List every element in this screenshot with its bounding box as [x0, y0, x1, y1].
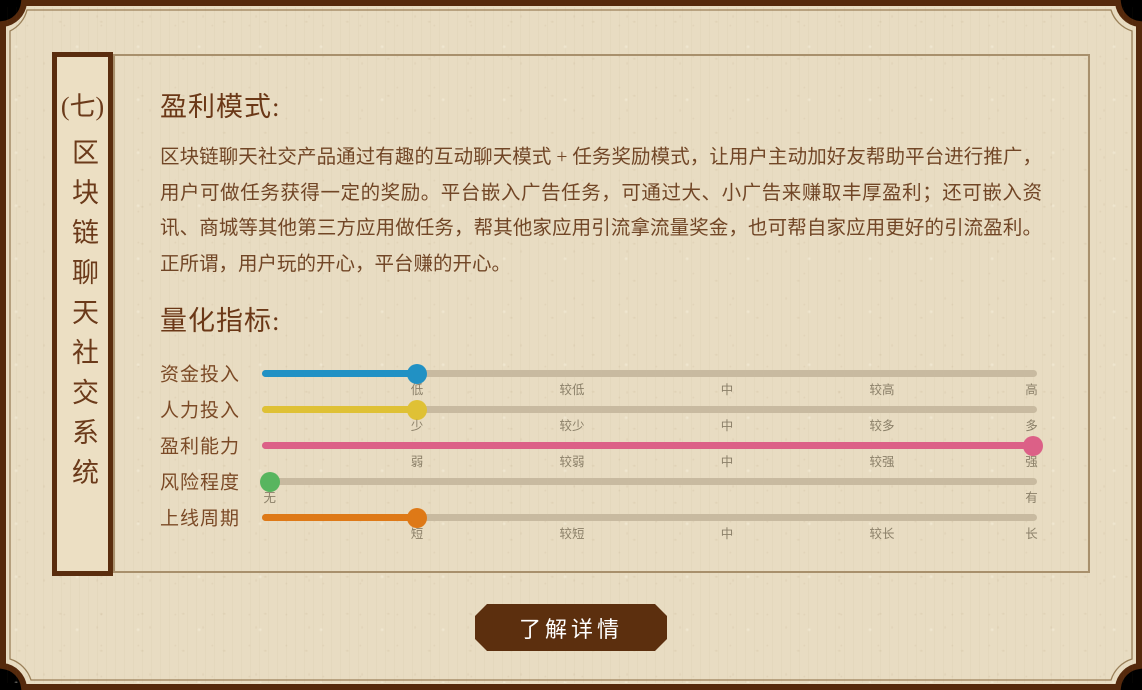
metric-slider-row: 资金投入 低 较低 中 较高 高: [115, 355, 1088, 397]
tick-label: 较弱: [559, 455, 585, 469]
tick-label: 弱: [410, 455, 424, 469]
slider-handle[interactable]: [407, 399, 427, 420]
tick-label: 高: [1025, 383, 1038, 397]
chapter-title: 区块链聊天社交系统: [68, 137, 98, 498]
detail-button[interactable]: 了解详情: [475, 604, 667, 651]
metric-label: 风险程度: [160, 472, 241, 494]
slider-track: 弱 较弱 中 较强 强: [262, 435, 1044, 469]
slider-track: 无有: [259, 471, 1038, 505]
profit-model-paragraph: 区块链聊天社交产品通过有趣的互动聊天模式 + 任务奖励模式，让用户主动加好友帮助…: [160, 147, 1042, 275]
slider-fill: [262, 406, 417, 413]
metric-label: 人力投入: [160, 400, 241, 422]
slider-track: 低 较低 中 较高 高: [262, 363, 1038, 397]
tick-label: 中: [720, 383, 734, 397]
slider-fill: [262, 442, 1034, 449]
tick-label: 较低: [559, 383, 585, 397]
tick-label: 中: [720, 419, 734, 433]
metric-slider-row: 盈利能力 弱 较弱 中 较强 强: [115, 427, 1088, 469]
slider-handle[interactable]: [259, 471, 280, 492]
slider-fill: [262, 370, 417, 377]
tick-label: 较长: [869, 527, 895, 541]
chapter-sidebar: (七) 区块链聊天社交系统: [52, 52, 113, 576]
main-panel: 盈利模式: 区块链聊天社交产品通过有趣的互动聊天模式 + 任务奖励模式，让用户主…: [113, 54, 1090, 573]
metrics-heading: 量化指标:: [160, 306, 281, 336]
tick-label: 较高: [869, 383, 895, 397]
tick-label: 低: [410, 383, 424, 397]
slider-track: 短 较短 中 较长 长: [262, 507, 1038, 541]
tick-label: 无: [263, 491, 277, 505]
chapter-number: (七): [60, 92, 105, 121]
tick-label: 中: [720, 527, 734, 541]
metric-sliders: 资金投入 低较低中较高高 人力投入 少较少中较多多 盈利能力 弱较弱中较强强 风…: [115, 352, 1088, 557]
tick-label: 多: [1025, 419, 1038, 433]
slider-fill: [262, 514, 417, 521]
tick-label: 长: [1025, 527, 1038, 541]
tick-label: 少: [410, 419, 424, 433]
slider-handle[interactable]: [407, 507, 427, 528]
profit-model-heading: 盈利模式:: [160, 92, 281, 122]
tick-label: 较短: [559, 527, 585, 541]
tick-label: 较强: [869, 455, 895, 469]
tick-label: 短: [410, 527, 424, 541]
slider-handle[interactable]: [1023, 435, 1044, 456]
tick-label: 中: [720, 455, 734, 469]
metric-slider-row: 人力投入 少 较少 中 较多 多: [115, 391, 1088, 433]
metric-slider-row: 上线周期 短 较短 中 较长 长: [115, 499, 1088, 541]
tick-label: 较多: [869, 419, 895, 433]
metric-label: 上线周期: [160, 508, 241, 530]
metric-label: 资金投入: [160, 364, 241, 386]
tick-label: 有: [1025, 491, 1038, 505]
metric-label: 盈利能力: [160, 436, 241, 458]
slider-track: 少 较少 中 较多 多: [262, 399, 1038, 433]
metric-slider-row: 风险程度 无有: [115, 463, 1088, 505]
slider-handle[interactable]: [407, 363, 427, 384]
tick-label: 较少: [559, 419, 585, 433]
tick-label: 强: [1025, 455, 1038, 469]
